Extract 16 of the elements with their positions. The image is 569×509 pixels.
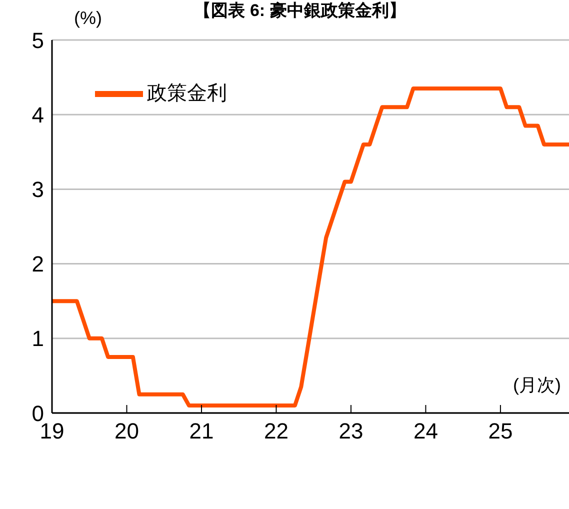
x-axis-title: (月次): [513, 375, 561, 395]
y-tick-label: 1: [32, 326, 44, 352]
x-tick-label: 22: [264, 418, 288, 444]
x-tick-label: 20: [114, 418, 139, 444]
y-tick-label: 5: [32, 28, 44, 53]
y-tick-label: 0: [32, 400, 44, 426]
legend-label: 政策金利: [147, 82, 227, 104]
chart-title: 【図表 6: 豪中銀政策金利】: [194, 1, 406, 20]
y-tick-label: 4: [32, 102, 44, 128]
y-axis-title: (%): [74, 8, 102, 28]
x-tick-label: 25: [488, 418, 513, 444]
x-tick-label: 24: [413, 418, 438, 444]
x-tick-label: 21: [189, 418, 214, 444]
y-tick-label: 3: [32, 177, 44, 202]
x-tick-label: 23: [338, 418, 364, 444]
y-tick-label: 2: [32, 252, 44, 277]
